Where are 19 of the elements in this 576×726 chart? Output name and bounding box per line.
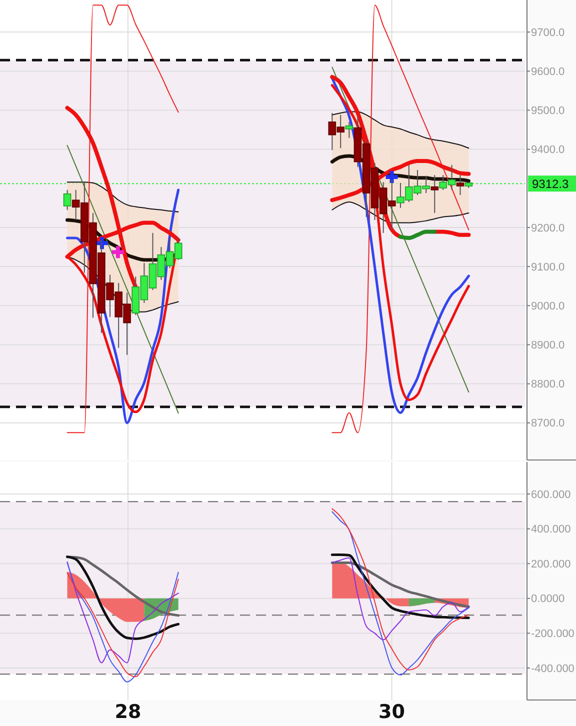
y-tick-label: 8700.0 [531, 418, 565, 430]
y-tick-label: 9400.0 [531, 144, 565, 156]
y-tick-label: 9600.0 [531, 66, 565, 78]
y-tick-label: 400.000 [531, 524, 571, 536]
y-tick-label: -400.000 [531, 662, 574, 675]
x-tick-label: 28 [114, 701, 142, 723]
y-tick-label: 8900.0 [531, 340, 565, 352]
ref-line-label: 9312.3 [532, 176, 570, 191]
y-tick-label: -200.000 [531, 628, 574, 640]
y-tick-label: 9000.0 [531, 300, 565, 312]
y-tick-label: 0.0000 [531, 593, 565, 606]
y-tick-label: 9200.0 [531, 222, 565, 234]
y-tick-label: 600.000 [531, 488, 571, 501]
y-tick-label: 8800.0 [531, 378, 565, 391]
y-tick-label: 9500.0 [531, 105, 565, 118]
y-tick-label: 9100.0 [531, 261, 565, 274]
y-tick-label: 9700.0 [531, 26, 565, 39]
y-tick-label: 200.000 [531, 558, 571, 570]
x-tick-label: 30 [378, 701, 405, 723]
